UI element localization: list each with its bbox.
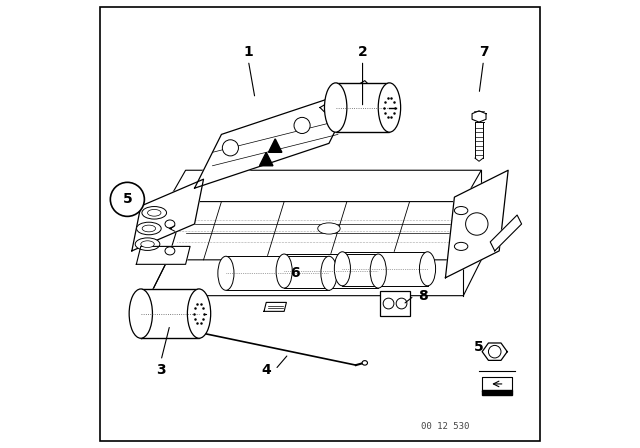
Text: 3: 3 xyxy=(156,362,166,377)
Circle shape xyxy=(466,213,488,235)
Ellipse shape xyxy=(276,254,292,288)
Ellipse shape xyxy=(378,83,401,132)
Ellipse shape xyxy=(324,83,347,132)
Polygon shape xyxy=(136,246,190,264)
Polygon shape xyxy=(482,390,512,395)
Ellipse shape xyxy=(454,207,468,215)
Text: 5: 5 xyxy=(122,192,132,207)
Polygon shape xyxy=(472,111,486,122)
Text: 5: 5 xyxy=(474,340,484,354)
Text: 00 12 530: 00 12 530 xyxy=(421,422,470,431)
Polygon shape xyxy=(264,302,287,311)
Text: 4: 4 xyxy=(261,362,271,377)
Ellipse shape xyxy=(454,242,468,250)
Polygon shape xyxy=(490,215,522,251)
Text: 6: 6 xyxy=(291,266,300,280)
Ellipse shape xyxy=(142,225,156,232)
Polygon shape xyxy=(226,256,329,290)
Polygon shape xyxy=(168,170,481,202)
Polygon shape xyxy=(141,289,199,338)
Ellipse shape xyxy=(135,238,160,250)
Circle shape xyxy=(383,298,394,309)
Polygon shape xyxy=(150,260,481,296)
Ellipse shape xyxy=(321,256,337,290)
Ellipse shape xyxy=(317,223,340,234)
Circle shape xyxy=(294,117,310,134)
Circle shape xyxy=(488,345,501,358)
Polygon shape xyxy=(320,81,374,116)
Ellipse shape xyxy=(141,241,154,247)
Ellipse shape xyxy=(218,256,234,290)
Ellipse shape xyxy=(136,222,161,235)
Polygon shape xyxy=(482,343,508,360)
Ellipse shape xyxy=(188,289,211,338)
Ellipse shape xyxy=(147,209,161,216)
Polygon shape xyxy=(260,152,273,166)
Text: 1: 1 xyxy=(243,44,253,59)
Ellipse shape xyxy=(362,361,367,365)
Bar xyxy=(380,291,410,316)
Text: 8: 8 xyxy=(418,289,428,303)
Polygon shape xyxy=(195,90,356,188)
Ellipse shape xyxy=(334,252,351,286)
Polygon shape xyxy=(132,179,204,251)
Ellipse shape xyxy=(165,247,175,255)
Circle shape xyxy=(396,298,407,309)
Circle shape xyxy=(110,182,145,216)
Polygon shape xyxy=(445,170,508,278)
Polygon shape xyxy=(284,254,378,288)
Bar xyxy=(335,83,389,132)
Text: 2: 2 xyxy=(358,44,367,59)
Ellipse shape xyxy=(370,254,387,288)
Circle shape xyxy=(222,140,239,156)
Polygon shape xyxy=(482,377,512,391)
Ellipse shape xyxy=(419,252,436,286)
Polygon shape xyxy=(342,252,428,286)
Text: 7: 7 xyxy=(479,44,488,59)
Ellipse shape xyxy=(142,207,166,219)
Polygon shape xyxy=(269,139,282,152)
Ellipse shape xyxy=(129,289,152,338)
Ellipse shape xyxy=(165,220,175,228)
